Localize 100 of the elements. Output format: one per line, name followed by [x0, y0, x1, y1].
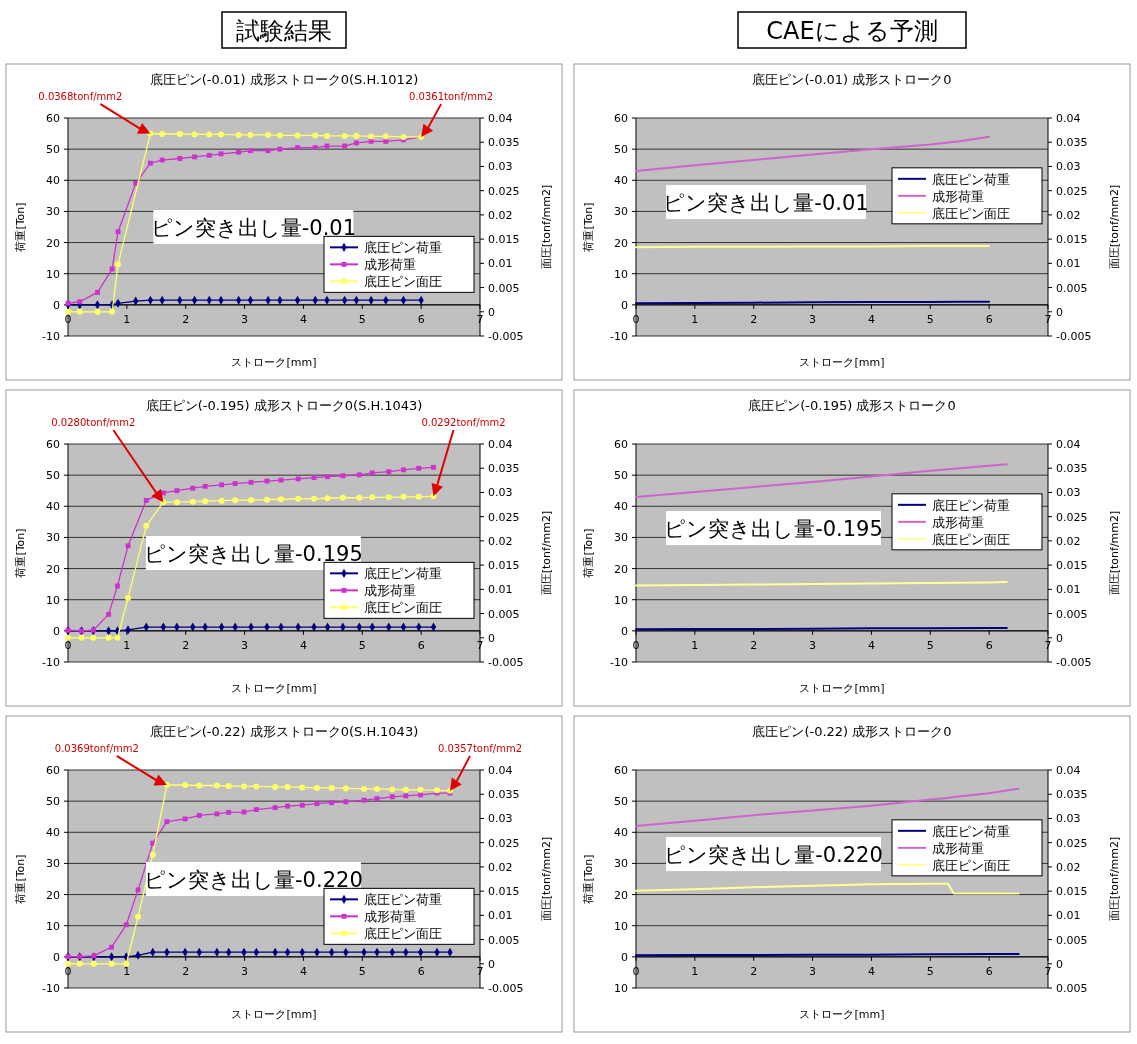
- y-tick-label: 0: [53, 950, 60, 964]
- y2-tick-label: 0.01: [488, 257, 513, 271]
- y-tick-label: 50: [46, 143, 60, 157]
- x-tick-label: 1: [691, 312, 699, 326]
- y-tick-label: 20: [46, 236, 60, 250]
- legend-label: 底圧ピン面圧: [932, 531, 1010, 547]
- y-tick-label: 60: [46, 112, 60, 125]
- x-tick-label: 6: [417, 964, 425, 978]
- y-axis-title: 荷重[Ton]: [582, 854, 595, 904]
- y-tick-label: 10: [614, 982, 628, 995]
- y2-axis-title: 面圧[tonf/mm2]: [1108, 184, 1121, 270]
- y2-tick-label: 0.015: [1056, 885, 1088, 899]
- y-tick-label: 0: [53, 298, 60, 312]
- x-tick-label: 2: [750, 312, 758, 326]
- y-tick-label: 0: [53, 624, 60, 638]
- y-tick-label: -10: [42, 656, 60, 669]
- y-tick-label: 40: [46, 174, 60, 188]
- y2-tick-label: 0.005: [1056, 281, 1088, 295]
- y2-tick-label: 0.015: [488, 233, 520, 247]
- y-tick-label: 30: [46, 205, 60, 219]
- x-tick-label: 6: [985, 638, 993, 652]
- y-tick-label: -10: [42, 330, 60, 343]
- y-tick-label: 30: [46, 531, 60, 545]
- y2-tick-label: 0.04: [488, 438, 513, 451]
- y2-tick-label: 0.005: [1056, 607, 1088, 621]
- y2-axis-title: 面圧[tonf/mm2]: [1108, 836, 1121, 922]
- y2-tick-label: -0.005: [1056, 656, 1092, 669]
- legend-label: 成形荷重: [364, 909, 416, 925]
- y-tick-label: 50: [614, 143, 628, 157]
- y2-tick-label: 0.015: [1056, 559, 1088, 573]
- x-tick-label: 6: [985, 312, 993, 326]
- x-tick-label: 5: [358, 638, 366, 652]
- y-axis-title: 荷重[Ton]: [14, 202, 27, 252]
- x-tick-label: 2: [750, 964, 758, 978]
- legend-label: 底圧ピン荷重: [932, 823, 1010, 839]
- x-tick-label: 2: [182, 312, 190, 326]
- x-tick-label: 5: [926, 312, 934, 326]
- y-tick-label: 60: [614, 764, 628, 777]
- y2-tick-label: 0.04: [1056, 438, 1081, 451]
- y2-tick-label: 0.025: [488, 836, 520, 850]
- x-axis-title: ストローク[mm]: [799, 682, 885, 695]
- y-tick-label: 60: [46, 764, 60, 777]
- x-tick-label: 4: [299, 964, 307, 978]
- y2-tick-label: 0.04: [488, 112, 513, 125]
- annotation: ピン突き出し量-0.01: [663, 191, 869, 216]
- x-tick-label: 5: [926, 964, 934, 978]
- y-tick-label: 60: [614, 112, 628, 125]
- legend-label: 底圧ピン面圧: [364, 600, 442, 616]
- y-tick-label: 50: [614, 469, 628, 483]
- y2-tick-label: 0.015: [488, 559, 520, 573]
- text: 0.0292tonf/mm2: [421, 417, 506, 428]
- y-tick-label: 50: [46, 469, 60, 483]
- y-tick-label: -10: [610, 330, 628, 343]
- y2-tick-label: 0.005: [1056, 933, 1088, 947]
- y2-tick-label: 0.04: [488, 764, 513, 777]
- y2-tick-label: 0.01: [1056, 583, 1081, 597]
- y2-axis-title: 面圧[tonf/mm2]: [540, 510, 553, 596]
- y-tick-label: 60: [614, 438, 628, 451]
- x-tick-label: 4: [867, 638, 875, 652]
- x-tick-label: 3: [241, 312, 249, 326]
- y-tick-label: 20: [614, 236, 628, 250]
- y2-tick-label: 0.03: [488, 812, 513, 826]
- x-tick-label: 0: [64, 964, 72, 978]
- x-tick-label: 1: [691, 638, 699, 652]
- x-tick-label: 3: [241, 964, 249, 978]
- x-tick-label: 3: [809, 312, 817, 326]
- y2-tick-label: 0.035: [488, 462, 520, 476]
- legend-label: 底圧ピン荷重: [364, 892, 442, 908]
- y2-tick-label: 0.03: [1056, 486, 1081, 500]
- y-tick-label: 10: [614, 267, 628, 281]
- x-tick-label: 7: [1044, 638, 1052, 652]
- legend-label: 底圧ピン荷重: [932, 171, 1010, 187]
- x-tick-label: 2: [182, 964, 190, 978]
- chart-subtitle: 底圧ピン(-0.22) 成形ストローク0: [752, 724, 952, 739]
- y-axis-title: 荷重[Ton]: [14, 528, 27, 578]
- x-tick-label: 4: [299, 638, 307, 652]
- x-tick-label: 5: [358, 312, 366, 326]
- y2-tick-label: 0.02: [488, 534, 513, 548]
- chart-title: 試験結果: [236, 17, 332, 45]
- legend-label: 底圧ピン面圧: [932, 857, 1010, 873]
- y2-tick-label: 0.025: [488, 184, 520, 198]
- y2-tick-label: 0.02: [1056, 534, 1081, 548]
- y-tick-label: 10: [614, 593, 628, 607]
- y-tick-label: 60: [46, 438, 60, 451]
- text: 0.0369tonf/mm2: [54, 743, 139, 754]
- legend-label: 底圧ピン面圧: [364, 926, 442, 942]
- y-tick-label: 50: [46, 795, 60, 809]
- x-tick-label: 0: [632, 638, 640, 652]
- chart-subtitle: 底圧ピン(-0.195) 成形ストローク0: [748, 398, 956, 413]
- y-tick-label: 40: [46, 500, 60, 514]
- y2-tick-label: 0.015: [488, 885, 520, 899]
- x-tick-label: 3: [809, 638, 817, 652]
- x-tick-label: 1: [123, 312, 131, 326]
- x-tick-label: 3: [809, 964, 817, 978]
- x-tick-label: 4: [299, 312, 307, 326]
- y2-tick-label: 0.02: [1056, 208, 1081, 222]
- y-tick-label: 20: [46, 562, 60, 576]
- y2-tick-label: 0.025: [1056, 184, 1088, 198]
- legend-label: 底圧ピン面圧: [932, 205, 1010, 221]
- legend-label: 底圧ピン荷重: [364, 566, 442, 582]
